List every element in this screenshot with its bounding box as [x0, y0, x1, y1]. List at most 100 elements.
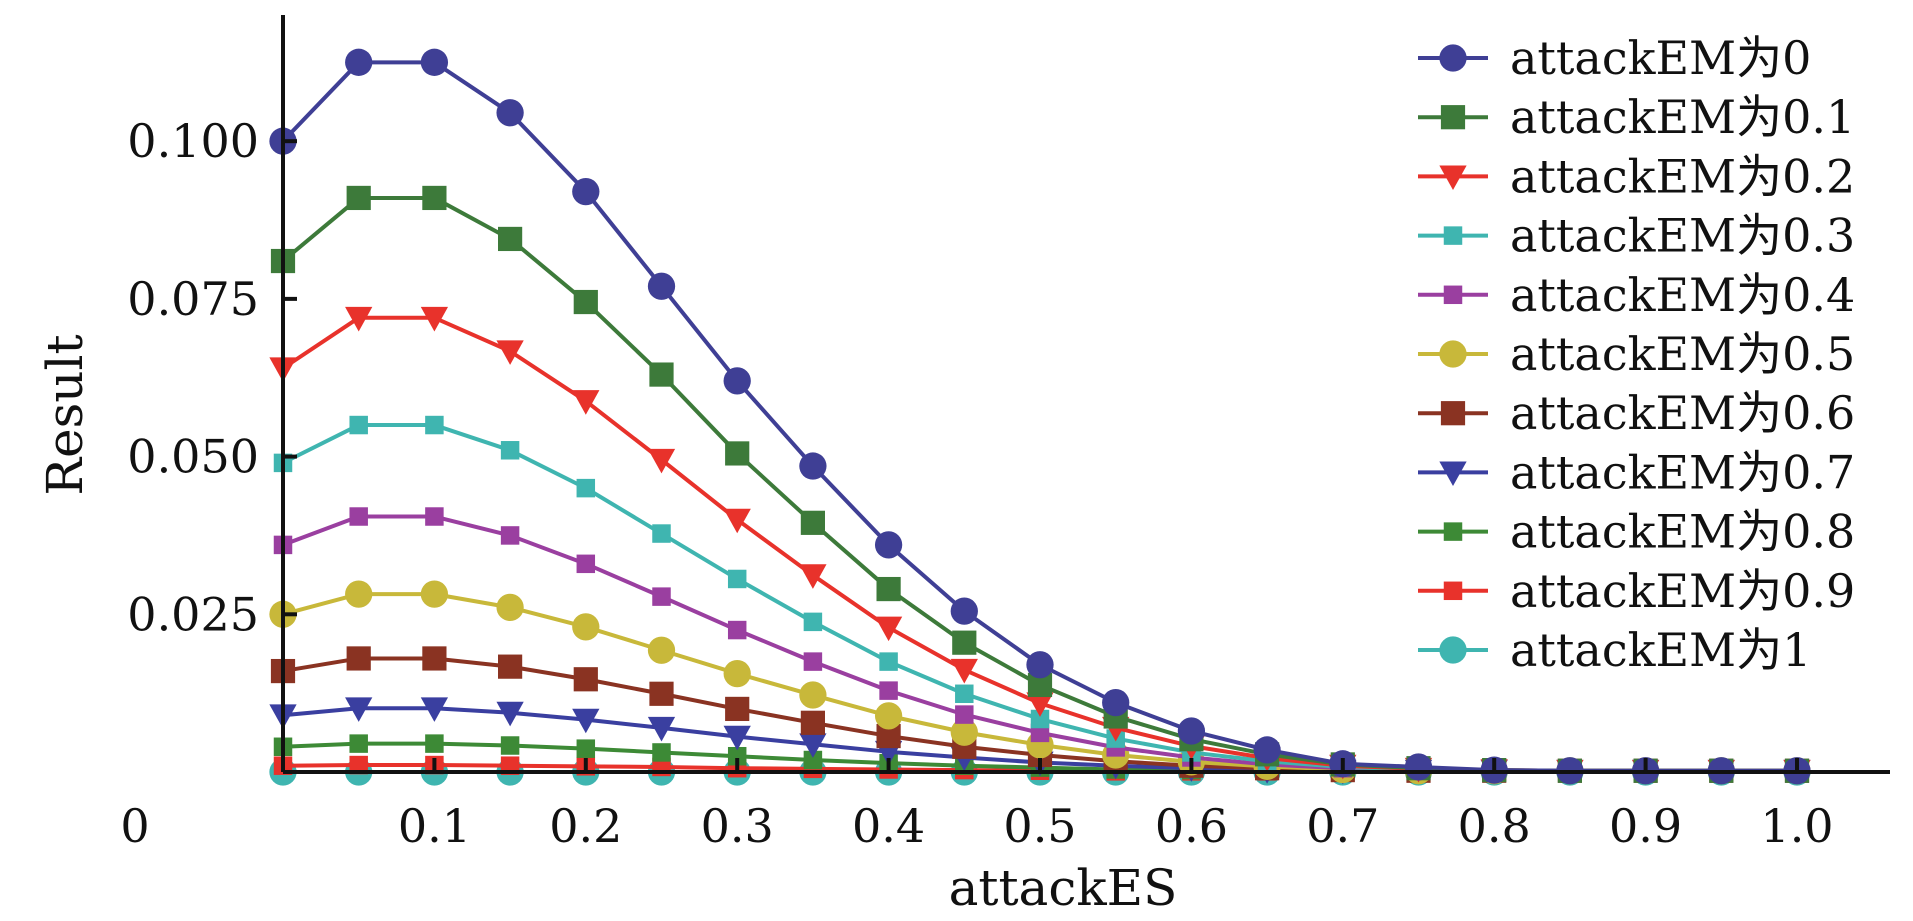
data-point — [649, 362, 674, 387]
data-point — [955, 684, 974, 704]
x-origin-tick-label: 0 — [120, 799, 149, 853]
legend-label: attackEM为0.5 — [1510, 327, 1855, 381]
data-point — [799, 564, 827, 589]
legend-item: attackEM为1 — [1418, 623, 1811, 677]
data-point — [727, 620, 747, 640]
legend-label: attackEM为0.6 — [1510, 386, 1855, 440]
data-point — [345, 697, 373, 722]
data-point — [799, 681, 827, 709]
x-tick-label: 0.4 — [852, 799, 925, 853]
data-point — [498, 226, 523, 252]
data-point — [874, 531, 903, 559]
legend-label: attackEM为0.7 — [1510, 445, 1855, 499]
data-point — [723, 725, 751, 751]
data-point — [500, 736, 520, 755]
data-point — [349, 755, 368, 775]
legend-label: attackEM为0.1 — [1510, 90, 1855, 144]
data-point — [950, 597, 978, 625]
data-point — [572, 708, 600, 734]
data-point — [950, 718, 978, 746]
data-point — [496, 99, 524, 127]
legend-marker — [1443, 581, 1463, 601]
data-point — [803, 750, 823, 770]
data-point — [1026, 692, 1054, 717]
data-point — [652, 524, 671, 543]
legend-label: attackEM为0.8 — [1510, 505, 1855, 559]
data-point — [1026, 651, 1054, 679]
data-point — [874, 616, 903, 642]
data-point — [803, 652, 823, 671]
data-point — [955, 705, 974, 724]
legend-label: attackEM为0.4 — [1510, 268, 1855, 322]
y-tick-label: 0.075 — [127, 272, 259, 326]
data-point — [420, 48, 449, 76]
data-point — [496, 340, 524, 365]
data-point — [422, 646, 447, 671]
data-point — [420, 697, 449, 722]
data-point — [572, 613, 600, 641]
y-tick-label: 0.100 — [127, 114, 259, 168]
data-point — [420, 306, 449, 332]
legend-item: attackEM为0.1 — [1418, 90, 1855, 144]
x-tick-label: 0.3 — [701, 799, 774, 853]
legend-marker — [1439, 636, 1467, 664]
legend-marker — [1439, 340, 1467, 368]
data-point — [346, 185, 371, 211]
data-point — [498, 654, 523, 679]
data-point — [496, 593, 524, 621]
data-point — [422, 185, 447, 211]
x-tick-label: 0.9 — [1609, 799, 1682, 853]
x-axis-title: attackES — [949, 859, 1178, 917]
data-point — [950, 658, 978, 684]
data-point — [1177, 717, 1206, 745]
data-point — [1030, 709, 1050, 729]
data-point — [879, 652, 898, 671]
x-tick-label: 0.5 — [1003, 799, 1076, 853]
legend-item: attackEM为0.6 — [1418, 386, 1855, 440]
x-tick-label: 1.0 — [1760, 799, 1833, 853]
legend-marker — [1443, 285, 1463, 305]
data-point — [573, 667, 598, 692]
legend-item: attackEM为0.9 — [1418, 564, 1855, 618]
data-point — [345, 306, 373, 332]
legend-item: attackEM为0.3 — [1418, 209, 1855, 263]
data-point — [727, 569, 747, 589]
data-point — [652, 587, 671, 606]
data-point — [345, 580, 373, 608]
data-point — [1102, 688, 1130, 717]
data-point — [800, 710, 825, 735]
data-point — [649, 681, 674, 706]
legend-label: attackEM为0.9 — [1510, 564, 1855, 618]
x-tick-label: 0.1 — [398, 799, 471, 853]
legend-marker — [1439, 44, 1467, 72]
x-axis-ticks: 0.1 0.2 0.3 0.4 0.5 0.6 0.7 0.8 0.9 1.0 — [398, 758, 1834, 853]
data-point — [576, 478, 596, 498]
data-point — [425, 415, 444, 435]
y-axis-ticks: 0.025 0.050 0.075 0.100 — [127, 114, 297, 641]
legend-item: attackEM为0.2 — [1418, 149, 1855, 203]
data-point — [496, 701, 524, 727]
legend-item: attackEM为0 — [1418, 31, 1811, 85]
y-axis-title: Result — [36, 334, 94, 495]
data-point — [576, 554, 596, 574]
data-point — [345, 48, 373, 76]
data-point — [879, 681, 898, 700]
data-point — [647, 716, 676, 742]
data-point — [725, 441, 750, 466]
data-point — [500, 526, 520, 545]
data-point — [425, 507, 444, 526]
legend-marker — [1440, 105, 1466, 130]
legend-item: attackEM为0.4 — [1418, 268, 1855, 322]
y-tick-label: 0.050 — [127, 430, 259, 484]
data-point — [500, 441, 520, 460]
data-point — [420, 580, 449, 608]
data-point — [723, 367, 751, 395]
data-point — [799, 452, 827, 480]
data-point — [723, 508, 751, 534]
data-point — [647, 636, 676, 664]
data-point — [425, 734, 444, 753]
legend-marker — [1439, 461, 1467, 487]
legend-label: attackEM为1 — [1510, 623, 1811, 677]
data-point — [803, 612, 823, 632]
